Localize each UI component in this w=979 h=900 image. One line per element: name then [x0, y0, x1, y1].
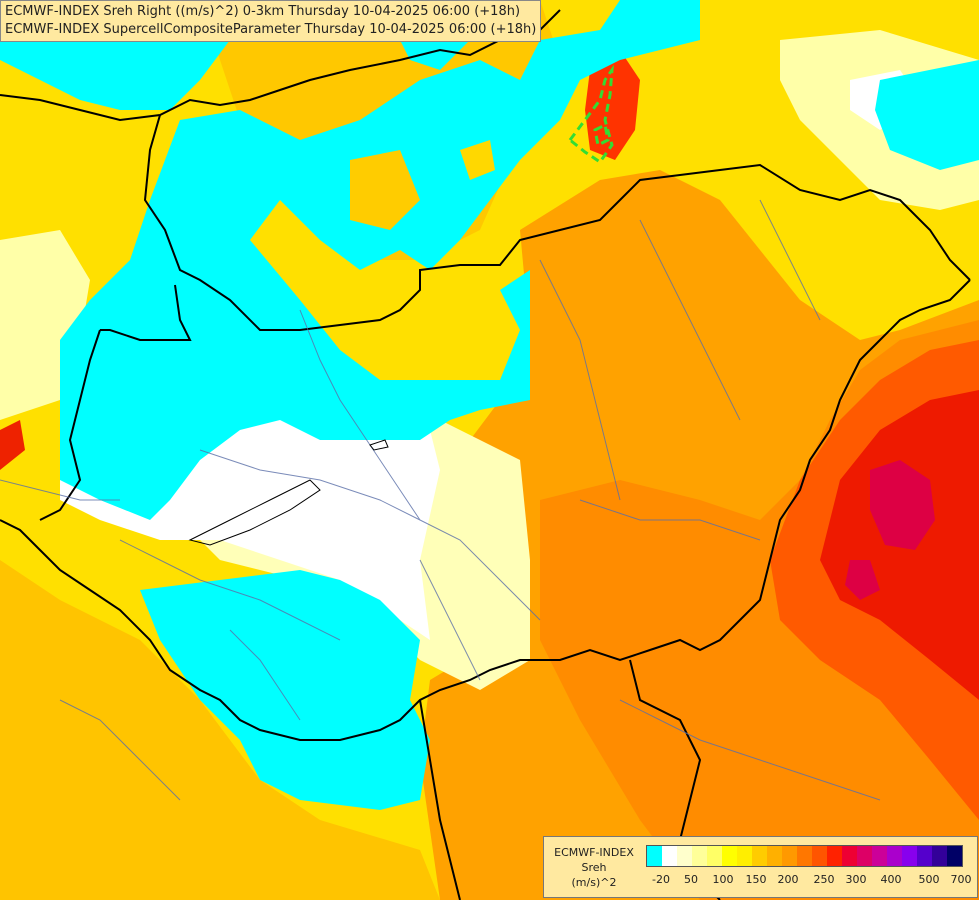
legend-swatch: [902, 846, 917, 866]
legend-swatch: [887, 846, 902, 866]
map-header: ECMWF-INDEX Sreh Right ((m/s)^2) 0-3km T…: [0, 0, 542, 42]
legend-swatch: [917, 846, 932, 866]
legend-swatch: [662, 846, 677, 866]
color-legend: ECMWF-INDEX Sreh (m/s)^2 -20 50 100 150 200 2…: [543, 836, 978, 898]
crimson-cell: [870, 460, 935, 550]
legend-tick-label: 100: [712, 873, 734, 886]
legend-swatch: [752, 846, 767, 866]
legend-swatch: [812, 846, 827, 866]
legend-swatch: [857, 846, 872, 866]
legend-title: ECMWF-INDEX Sreh (m/s)^2: [548, 845, 640, 890]
legend-swatch: [737, 846, 752, 866]
red-spot-west: [0, 420, 25, 470]
legend-swatch: [842, 846, 857, 866]
gold-spot-2: [460, 140, 495, 180]
legend-tick-label: 150: [745, 873, 767, 886]
legend-title-source: ECMWF-INDEX: [554, 846, 634, 859]
red-spot-north: [585, 50, 640, 160]
legend-swatch: [827, 846, 842, 866]
legend-tick-label: 50: [684, 873, 698, 886]
header-line-scp: ECMWF-INDEX SupercellCompositeParameter …: [5, 22, 537, 37]
legend-tick-label: 700: [950, 873, 972, 886]
legend-color-bar: [646, 845, 963, 867]
header-line-sreh: ECMWF-INDEX Sreh Right ((m/s)^2) 0-3km T…: [5, 4, 521, 19]
cyan-region-northeast: [875, 60, 979, 170]
legend-swatch: [797, 846, 812, 866]
lake-outline: [188, 479, 321, 546]
legend-swatch: [647, 846, 662, 866]
legend-swatch: [692, 846, 707, 866]
legend-tick-label: 300: [845, 873, 867, 886]
legend-swatch: [872, 846, 887, 866]
legend-tick-labels: -20 50 100 150 200 250 300 400 500 700: [646, 873, 971, 889]
legend-swatch: [707, 846, 722, 866]
legend-swatch: [722, 846, 737, 866]
gold-region-west: [0, 560, 440, 900]
gold-spot-1: [350, 150, 420, 230]
cyan-region-south: [140, 570, 430, 810]
cyan-region-central: [60, 0, 700, 520]
legend-tick-label: -20: [652, 873, 670, 886]
legend-tick-label: 200: [777, 873, 799, 886]
legend-title-unit: (m/s)^2: [571, 876, 617, 889]
legend-swatch: [947, 846, 962, 866]
scp-contour: [567, 64, 614, 165]
legend-title-variable: Sreh: [581, 861, 607, 874]
legend-tick-label: 250: [813, 873, 835, 886]
lake-small: [369, 439, 389, 451]
rivers: [0, 199, 881, 801]
legend-swatch: [767, 846, 782, 866]
legend-swatch: [782, 846, 797, 866]
legend-tick-label: 500: [918, 873, 940, 886]
crimson-cell-small: [845, 560, 880, 600]
legend-tick-label: 400: [880, 873, 902, 886]
legend-swatch: [677, 846, 692, 866]
legend-swatch: [932, 846, 947, 866]
